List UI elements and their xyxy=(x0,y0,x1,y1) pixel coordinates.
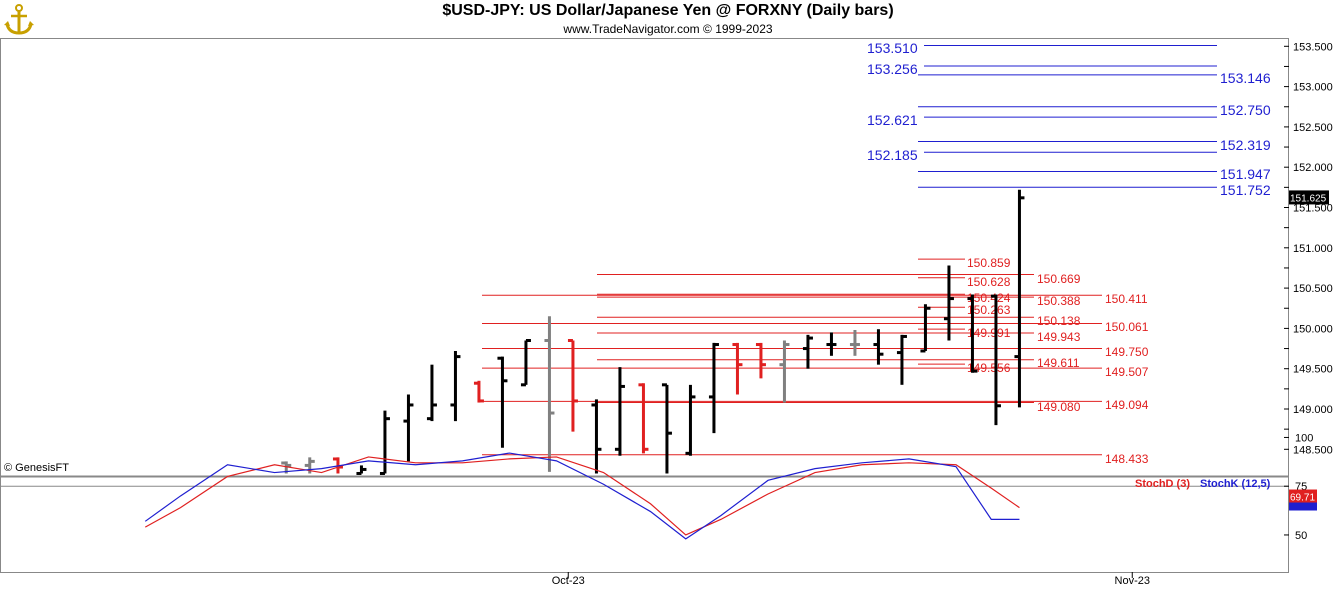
level-label: 150.388 xyxy=(1037,294,1081,308)
price-bar xyxy=(497,356,508,448)
level-label: 150.669 xyxy=(1037,272,1081,286)
price-bar xyxy=(591,399,602,474)
stoch-value-label: 69.71 xyxy=(1290,493,1315,504)
y-tick-label: 149.500 xyxy=(1293,364,1333,376)
level-label: 149.750 xyxy=(1105,345,1149,359)
price-bar xyxy=(990,294,1001,426)
price-bar xyxy=(896,334,907,385)
y-tick-label: 150.000 xyxy=(1293,323,1333,335)
y-tick-label: 151.000 xyxy=(1293,243,1333,255)
legend-stochd: StochD (3) xyxy=(1135,478,1190,490)
stoch-line xyxy=(144,456,1020,536)
x-tick-label: Nov-23 xyxy=(1115,575,1150,587)
y-tick-label: 151.500 xyxy=(1293,203,1333,215)
price-bar xyxy=(732,342,743,395)
price-bar xyxy=(967,294,978,373)
price-bar xyxy=(426,364,437,422)
genesis-credit: © GenesisFT xyxy=(4,462,69,474)
y-tick-label: 148.500 xyxy=(1293,444,1333,456)
y-tick-label: 153.000 xyxy=(1293,82,1333,94)
price-bar xyxy=(1014,189,1025,408)
x-tick-label: Oct-23 xyxy=(552,575,585,587)
level-label: 152.750 xyxy=(1220,102,1271,118)
chart-subtitle: www.TradeNavigator.com © 1999-2023 xyxy=(563,22,773,36)
chart-header: $USD-JPY: US Dollar/Japanese Yen @ FORXN… xyxy=(0,0,1336,38)
stoch-y-tick-label: 100 xyxy=(1295,432,1313,444)
price-bar xyxy=(661,383,672,474)
level-label: 151.752 xyxy=(1220,182,1271,198)
level-label: 152.319 xyxy=(1220,137,1271,153)
price-bar xyxy=(379,410,390,475)
price-bar xyxy=(638,383,649,454)
anchor-logo-icon xyxy=(4,4,34,35)
price-bar xyxy=(685,384,696,456)
level-label: 149.094 xyxy=(1105,398,1149,412)
level-label: 150.263 xyxy=(967,303,1011,317)
level-label: 149.943 xyxy=(1037,330,1081,344)
price-bar xyxy=(356,465,367,475)
price-bar xyxy=(802,334,813,369)
level-label: 150.061 xyxy=(1105,320,1149,334)
level-label: 153.510 xyxy=(867,40,918,56)
level-label: 150.411 xyxy=(1105,292,1148,306)
stochd-value-box xyxy=(1289,489,1317,503)
chart-title: $USD-JPY: US Dollar/Japanese Yen @ FORXN… xyxy=(442,2,894,19)
price-bar xyxy=(920,304,931,353)
level-label: 149.507 xyxy=(1105,365,1149,379)
price-bar xyxy=(520,338,531,387)
price-bar xyxy=(708,342,719,434)
price-bar xyxy=(614,367,625,456)
y-tick-label: 150.500 xyxy=(1293,283,1333,295)
price-bar xyxy=(849,330,860,356)
level-label: 152.185 xyxy=(867,147,918,163)
level-label: 152.621 xyxy=(867,112,918,128)
y-tick-label: 153.500 xyxy=(1293,41,1333,53)
level-label: 150.859 xyxy=(967,256,1011,270)
price-bar xyxy=(567,338,578,432)
stochk-value-box xyxy=(1289,500,1317,511)
level-label: 150.424 xyxy=(967,291,1011,305)
price-bar xyxy=(473,380,484,403)
price-bar xyxy=(873,329,884,365)
price-bar xyxy=(403,394,414,462)
last-price-label: 151.625 xyxy=(1290,193,1327,204)
last-price-box xyxy=(1289,190,1329,205)
level-label: 149.611 xyxy=(1037,356,1080,370)
level-label: 150.628 xyxy=(967,275,1011,289)
price-bar xyxy=(755,342,766,379)
y-tick-label: 152.000 xyxy=(1293,162,1333,174)
level-label: 151.947 xyxy=(1220,166,1271,182)
legend-stochk: StochK (12,5) xyxy=(1200,478,1271,490)
level-label: 149.080 xyxy=(1037,400,1081,414)
level-label: 153.256 xyxy=(867,61,918,77)
level-label: 153.146 xyxy=(1220,70,1271,86)
level-label: 148.433 xyxy=(1105,452,1149,466)
level-label: 150.138 xyxy=(1037,314,1081,328)
price-bar xyxy=(779,340,790,403)
price-bar xyxy=(544,316,555,472)
price-chart[interactable]: 153.510 153.256 153.146 152.750 152.621 152.3… xyxy=(0,38,1336,591)
y-tick-label: 149.000 xyxy=(1293,404,1333,416)
stoch-line xyxy=(144,452,1020,540)
price-bar xyxy=(826,332,837,356)
price-bar xyxy=(450,350,461,422)
stoch-y-tick-label: 50 xyxy=(1295,530,1307,542)
y-tick-label: 152.500 xyxy=(1293,122,1333,134)
price-bar xyxy=(943,265,954,341)
